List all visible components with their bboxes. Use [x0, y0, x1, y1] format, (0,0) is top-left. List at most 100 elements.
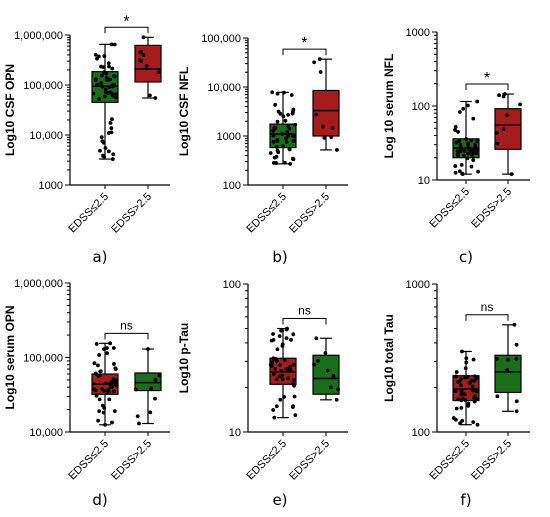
data-point	[106, 61, 111, 66]
data-point	[277, 374, 282, 379]
data-point	[275, 139, 280, 143]
data-point	[149, 386, 154, 391]
data-point	[459, 377, 464, 382]
data-point	[325, 368, 330, 373]
significance-bracket	[465, 314, 509, 321]
data-point	[459, 392, 464, 397]
significance-label: ns	[120, 318, 133, 332]
data-point	[312, 362, 316, 367]
panel-c: 10 100 1000 Log 10 serum NFL EDSS≤2.5EDSS>2.…	[382, 27, 530, 266]
data-point	[93, 52, 98, 57]
data-point	[474, 397, 479, 402]
significance-bracket	[104, 26, 149, 34]
data-point	[456, 130, 460, 134]
data-point	[113, 367, 118, 371]
data-point	[505, 368, 510, 372]
data-point	[112, 74, 117, 78]
significance-label: ns	[481, 300, 494, 314]
box-2	[134, 372, 162, 392]
data-point	[102, 94, 107, 99]
data-point	[96, 418, 100, 423]
data-point	[99, 80, 103, 85]
data-point	[284, 336, 289, 341]
data-point	[462, 153, 466, 158]
data-point	[135, 414, 140, 419]
data-point	[101, 410, 106, 415]
data-point	[466, 141, 471, 146]
data-point	[277, 334, 282, 339]
data-point	[98, 369, 103, 374]
y-axis-label: Log10 p-Tau	[177, 323, 191, 393]
data-point	[271, 160, 276, 165]
data-point	[103, 422, 107, 427]
data-point	[329, 135, 334, 140]
data-point	[273, 102, 278, 107]
data-point	[97, 353, 102, 357]
data-point	[274, 377, 279, 382]
data-point	[453, 125, 458, 129]
data-point	[293, 413, 298, 418]
panel-b: 100 1000 10,000 100,000 Log10 CSF NFL EDSS≤2.…	[177, 33, 348, 266]
data-point	[501, 94, 506, 99]
data-point	[284, 327, 289, 332]
data-point	[97, 409, 102, 414]
data-point	[93, 371, 98, 376]
data-point	[292, 383, 297, 388]
data-point	[469, 138, 474, 143]
data-point	[282, 160, 287, 165]
data-point	[472, 378, 477, 383]
category-label: EDSS≤2.5	[66, 191, 111, 236]
y-tick-label: 10	[229, 427, 241, 439]
data-point	[322, 136, 327, 140]
data-point	[468, 150, 473, 155]
data-point	[282, 90, 286, 95]
data-point	[316, 358, 320, 363]
panel-label: c)	[459, 248, 473, 266]
data-point	[141, 35, 146, 40]
data-point	[271, 139, 276, 144]
data-point	[286, 134, 290, 138]
data-point	[107, 397, 112, 402]
data-point	[274, 404, 279, 409]
data-point	[462, 149, 467, 153]
data-point	[282, 395, 287, 399]
data-point	[95, 82, 100, 87]
data-point	[289, 337, 293, 342]
data-point	[271, 332, 275, 336]
data-point	[91, 91, 96, 96]
data-point	[108, 381, 112, 386]
data-point	[96, 363, 100, 368]
data-point	[465, 156, 470, 161]
data-point	[103, 381, 108, 386]
data-point	[102, 347, 106, 352]
category-label: EDSS≤2.5	[427, 186, 472, 231]
data-point	[280, 328, 285, 333]
data-point	[148, 93, 152, 98]
y-tick-label: 100	[412, 427, 430, 439]
data-point	[100, 84, 105, 89]
data-point	[453, 128, 457, 132]
y-tick-label: 100	[223, 180, 241, 192]
data-point	[470, 384, 475, 389]
data-point	[272, 415, 277, 420]
data-point	[454, 406, 459, 411]
significance-label: *	[484, 70, 490, 87]
data-point	[475, 387, 480, 392]
data-point	[111, 84, 115, 89]
y-tick-label: 100,000	[23, 80, 63, 92]
data-point	[110, 66, 115, 71]
data-point	[99, 135, 104, 140]
y-tick-label: 1000	[39, 180, 63, 192]
data-point	[497, 93, 501, 98]
y-tick-label: 100	[412, 101, 430, 113]
data-point	[102, 405, 107, 410]
data-point	[471, 357, 476, 362]
data-point	[92, 361, 97, 366]
data-point	[336, 387, 340, 392]
data-point	[475, 99, 480, 104]
data-point	[453, 417, 458, 422]
significance-bracket	[282, 48, 327, 56]
data-point	[509, 172, 514, 177]
y-axis-label: Log10 total Tau	[382, 314, 396, 402]
data-point	[275, 91, 280, 96]
